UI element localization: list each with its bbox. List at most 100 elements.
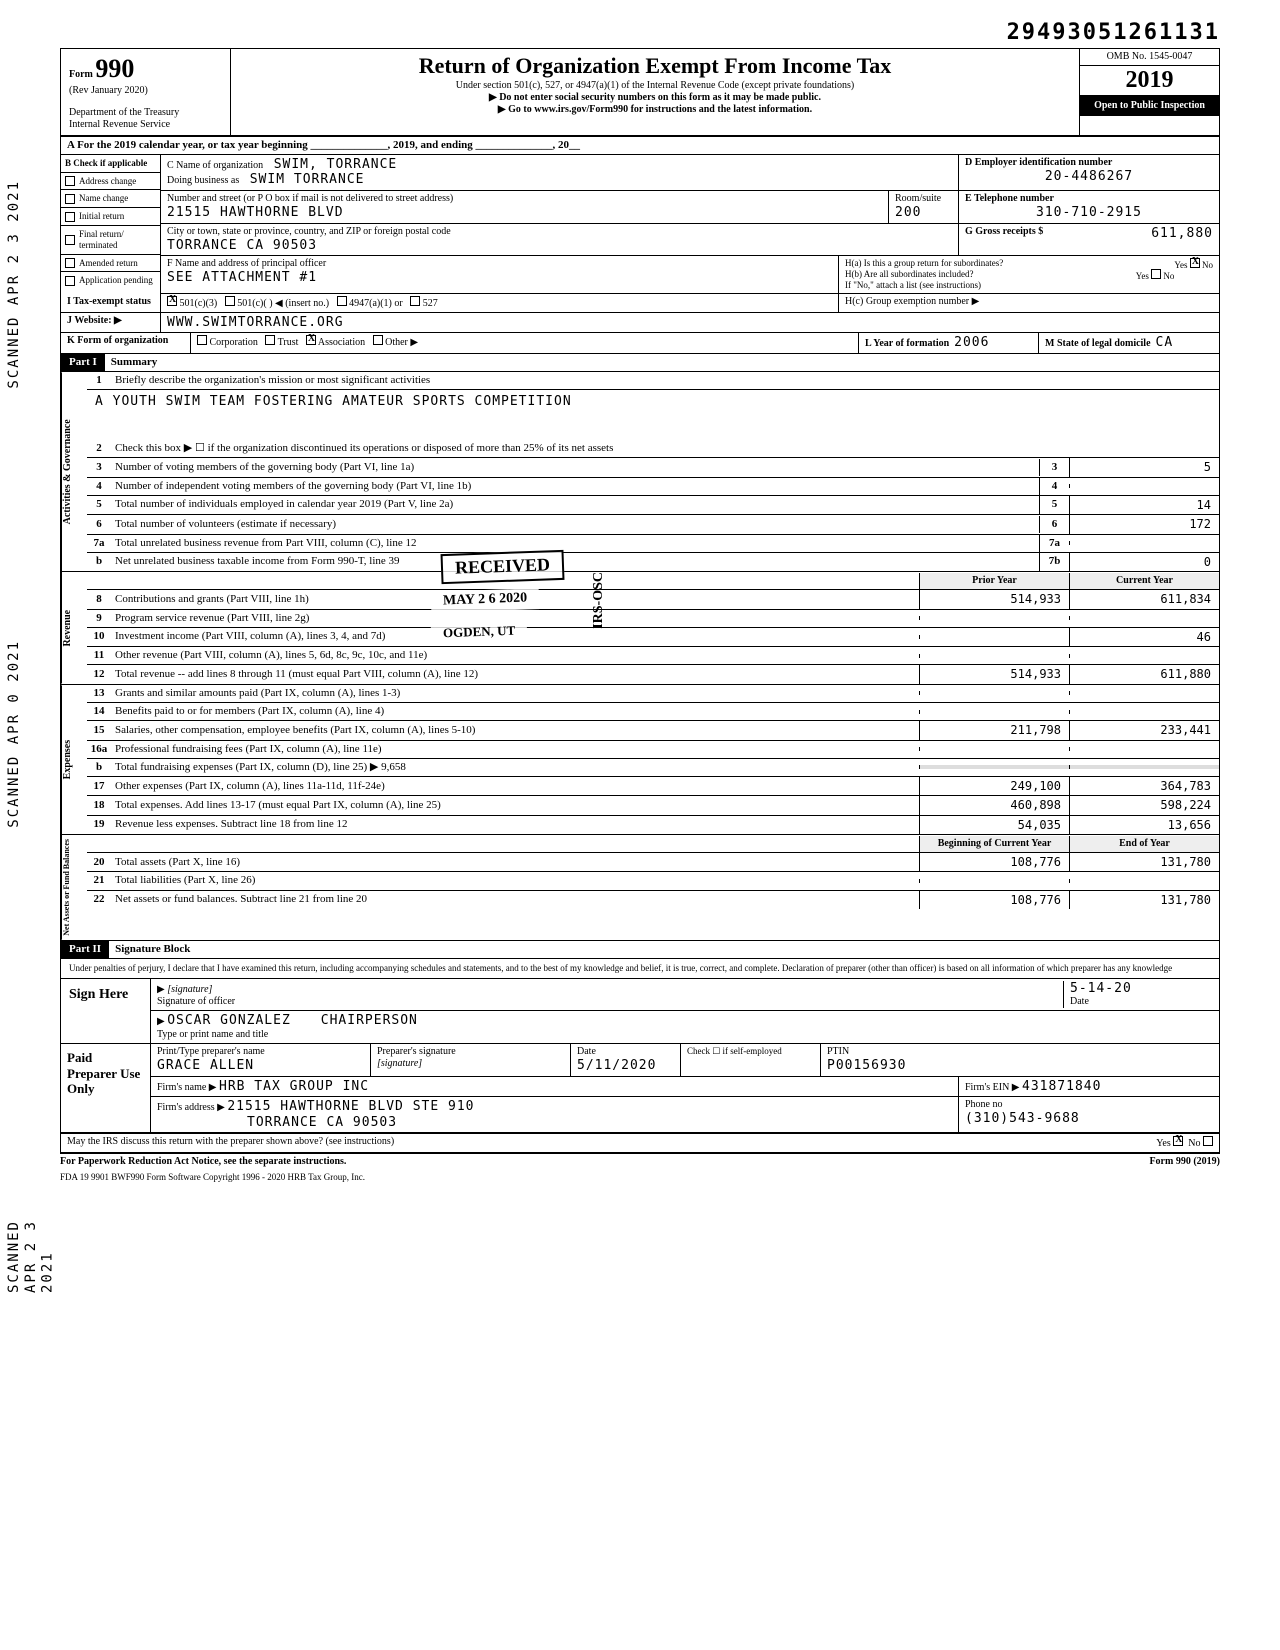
form-title: Return of Organization Exempt From Incom… <box>239 53 1071 79</box>
i-label: I Tax-exempt status <box>61 294 161 312</box>
revenue-row: 12Total revenue -- add lines 8 through 1… <box>87 665 1219 683</box>
chk-application-pending[interactable] <box>65 276 75 286</box>
sig-officer-label: Signature of officer <box>157 996 235 1007</box>
opt-trust: Trust <box>278 337 299 348</box>
chk-address-change[interactable] <box>65 176 75 186</box>
g-gross-value: 611,880 <box>1151 226 1213 242</box>
gov-row: 5Total number of individuals employed in… <box>87 496 1219 515</box>
chk-hb-no[interactable] <box>1151 269 1161 279</box>
hdr-current-year: Current Year <box>1069 573 1219 589</box>
j-label: J Website: ▶ <box>61 313 161 333</box>
opt-501c: 501(c)( <box>237 298 266 309</box>
form-subtitle-2: ▶ Do not enter social security numbers o… <box>239 92 1071 104</box>
line1-num: 1 <box>87 372 111 389</box>
footer-right: Form 990 (2019) <box>1149 1156 1220 1168</box>
part2-label: Part II <box>61 941 109 958</box>
gov-row: bNet unrelated business taxable income f… <box>87 553 1219 571</box>
f-officer-value: SEE ATTACHMENT #1 <box>167 270 317 285</box>
line1-desc: Briefly describe the organization's miss… <box>111 372 1219 389</box>
form-subtitle-1: Under section 501(c), 527, or 4947(a)(1)… <box>239 80 1071 92</box>
governance-side-label: Activities & Governance <box>61 372 87 571</box>
expense-row: bTotal fundraising expenses (Part IX, co… <box>87 759 1219 777</box>
netassets-section: Net Assets or Fund Balances Beginning of… <box>60 835 1220 941</box>
governance-section: Activities & Governance 1 Briefly descri… <box>60 372 1220 572</box>
l-year-value: 2006 <box>954 335 989 350</box>
opt-501c3: 501(c)(3) <box>180 298 218 309</box>
chk-name-change[interactable] <box>65 194 75 204</box>
perjury-statement: Under penalties of perjury, I declare th… <box>60 959 1220 979</box>
part1-title: Summary <box>105 354 163 371</box>
received-ogden: OGDEN, UT <box>431 621 528 644</box>
expense-row: 17Other expenses (Part IX, column (A), l… <box>87 777 1219 796</box>
chk-other[interactable] <box>373 335 383 345</box>
org-name: SWIM, TORRANCE <box>274 157 398 172</box>
discuss-label: May the IRS discuss this return with the… <box>67 1136 1156 1150</box>
form-subtitle-3: ▶ Go to www.irs.gov/Form990 for instruct… <box>239 104 1071 116</box>
prep-sig-label: Preparer's signature <box>377 1046 456 1057</box>
revenue-row: 10Investment income (Part VIII, column (… <box>87 628 1219 647</box>
chk-amended-return[interactable] <box>65 258 75 268</box>
prep-self-emp: Check ☐ if self-employed <box>681 1044 821 1076</box>
tax-year: 2019 <box>1080 66 1219 96</box>
preparer-block: Paid Preparer Use Only Print/Type prepar… <box>60 1044 1220 1134</box>
lbl-amended-return: Amended return <box>79 258 138 269</box>
chk-trust[interactable] <box>265 335 275 345</box>
ptin-label: PTIN <box>827 1046 849 1057</box>
lbl-final-return: Final return/ terminated <box>79 229 156 251</box>
firm-phone: (310)543-9688 <box>965 1111 1080 1126</box>
row-a-calendar-year: A For the 2019 calendar year, or tax yea… <box>60 137 1220 155</box>
preparer-label: Paid Preparer Use Only <box>61 1044 151 1132</box>
hdr-prior-year: Prior Year <box>919 573 1069 589</box>
row-k-form-of-org: K Form of organization Corporation Trust… <box>60 333 1220 354</box>
room-label: Room/suite <box>895 193 941 204</box>
chk-501c[interactable] <box>225 296 235 306</box>
j-website-value: WWW.SWIMTORRANCE.ORG <box>161 313 1219 333</box>
netassets-side-label: Net Assets or Fund Balances <box>61 835 87 940</box>
chk-discuss-yes[interactable] <box>1173 1136 1183 1146</box>
discuss-row: May the IRS discuss this return with the… <box>60 1134 1220 1154</box>
dba-label: Doing business as <box>167 175 239 186</box>
c-name-label: C Name of organization <box>167 160 263 171</box>
expenses-section: Expenses 13Grants and similar amounts pa… <box>60 685 1220 835</box>
room-value: 200 <box>895 205 921 220</box>
part1-header: Part I Summary <box>60 354 1220 372</box>
chk-501c3[interactable] <box>167 296 177 306</box>
revenue-row: 9Program service revenue (Part VIII, lin… <box>87 610 1219 628</box>
firm-addr1: 21515 HAWTHORNE BLVD STE 910 <box>227 1099 474 1114</box>
chk-final-return[interactable] <box>65 235 75 245</box>
officer-name: OSCAR GONZALEZ <box>167 1013 291 1028</box>
open-inspection: Open to Public Inspection <box>1080 96 1219 116</box>
chk-4947[interactable] <box>337 296 347 306</box>
sign-date: 5-14-20 <box>1070 981 1132 996</box>
chk-discuss-no[interactable] <box>1203 1136 1213 1146</box>
lbl-application-pending: Application pending <box>79 275 153 286</box>
ha-label: H(a) Is this a group return for subordin… <box>845 258 1003 268</box>
received-stamp: RECEIVED <box>441 550 565 584</box>
m-state-value: CA <box>1156 335 1174 350</box>
f-officer-label: F Name and address of principal officer <box>167 258 326 269</box>
expense-row: 18Total expenses. Add lines 13-17 (must … <box>87 796 1219 815</box>
form-revision: (Rev January 2020) <box>69 85 222 97</box>
chk-association[interactable] <box>306 335 316 345</box>
opt-other: Other ▶ <box>385 337 418 348</box>
lbl-initial-return: Initial return <box>79 211 124 222</box>
prep-name: GRACE ALLEN <box>157 1058 254 1073</box>
phone-label: Phone no <box>965 1099 1003 1110</box>
hdr-end-year: End of Year <box>1069 836 1219 852</box>
addr-label: Number and street (or P O box if mail is… <box>167 193 453 204</box>
netasset-row: 21Total liabilities (Part X, line 26) <box>87 872 1219 890</box>
org-address: 21515 HAWTHORNE BLVD <box>167 205 344 220</box>
prep-date: 5/11/2020 <box>577 1058 656 1073</box>
chk-corporation[interactable] <box>197 335 207 345</box>
chk-527[interactable] <box>410 296 420 306</box>
netasset-row: 22Net assets or fund balances. Subtract … <box>87 891 1219 909</box>
chk-initial-return[interactable] <box>65 212 75 222</box>
footer-sub: FDA 19 9901 BWF990 Form Software Copyrig… <box>60 1170 1220 1183</box>
expense-row: 19Revenue less expenses. Subtract line 1… <box>87 816 1219 834</box>
irs-osc-stamp: IRS-OSC <box>591 572 608 629</box>
chk-ha-yes[interactable] <box>1190 258 1200 268</box>
hb-label: H(b) Are all subordinates included? <box>845 269 973 279</box>
type-print-label: Type or print name and title <box>157 1029 268 1040</box>
form-990-page: SCANNED APR 2 3 2021 SCANNED APR 0 2021 … <box>60 20 1220 1183</box>
expense-row: 16aProfessional fundraising fees (Part I… <box>87 741 1219 759</box>
